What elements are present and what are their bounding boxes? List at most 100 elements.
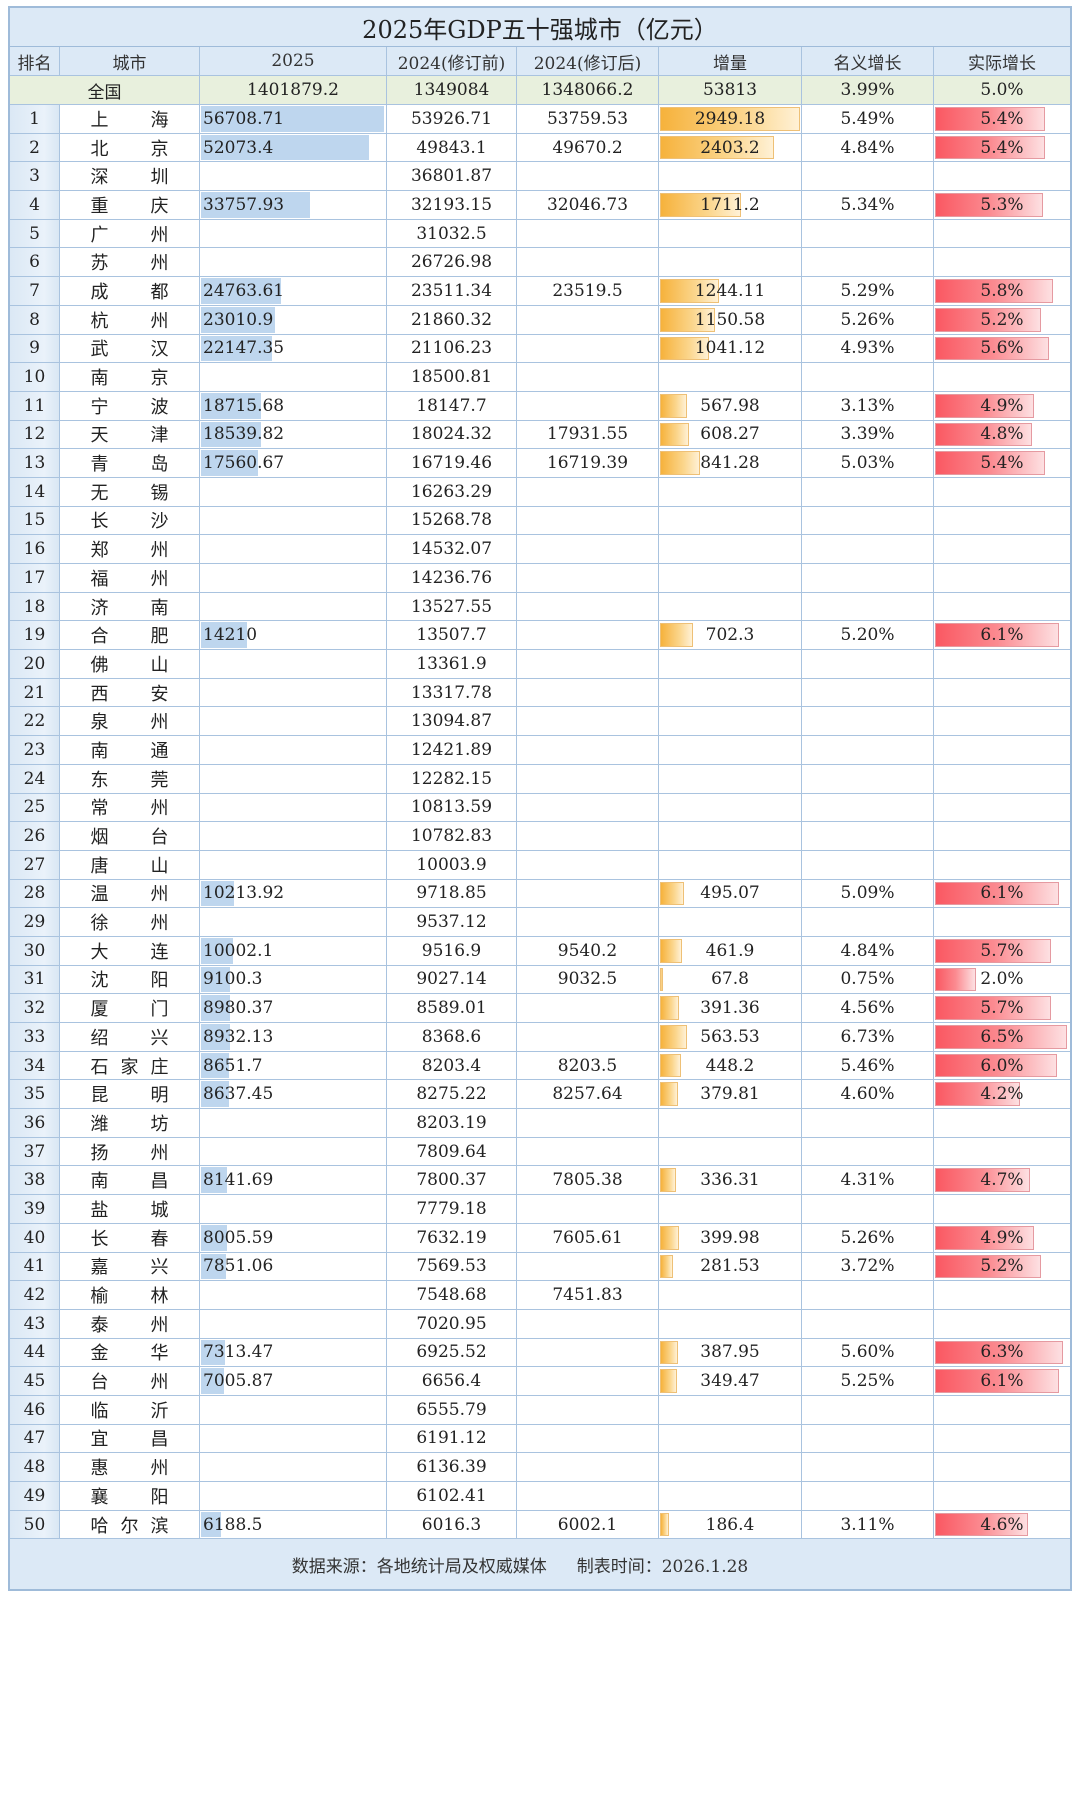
city-char: 榆 — [90, 1286, 109, 1308]
gdp-2025-cell — [200, 1453, 387, 1481]
table-row: 5 广州 31032.5 — [10, 219, 1070, 249]
rank-cell: 28 — [10, 879, 60, 908]
real-growth-cell — [934, 679, 1070, 707]
real-growth-databar — [935, 1225, 1035, 1250]
gdp-2025-cell — [200, 506, 387, 535]
real-growth-cell — [934, 363, 1070, 391]
rank-cell: 24 — [10, 764, 60, 793]
gdp-2025-cell: 10002.1 — [200, 936, 387, 965]
national-increase: 53813 — [659, 76, 802, 104]
gdp-2025-cell: 18539.82 — [200, 420, 387, 449]
gdp-2024-pre-cell: 6191.12 — [387, 1424, 517, 1453]
city-char: 肥 — [150, 626, 169, 648]
rank-value: 12 — [23, 424, 46, 445]
gdp-2024-pre-cell: 13527.55 — [387, 592, 517, 621]
table-row: 24 东莞 12282.15 — [10, 764, 1070, 794]
city-cell: 惠州 — [60, 1453, 200, 1481]
nominal-growth-cell — [802, 506, 934, 535]
increase-cell — [659, 506, 802, 535]
real-growth-cell — [934, 1310, 1070, 1338]
gdp-2024-pre-value: 7548.68 — [416, 1285, 487, 1306]
city-name: 潍坊 — [91, 1110, 169, 1136]
increase-value: 608.27 — [700, 424, 760, 445]
gdp-2024-post-cell — [517, 707, 659, 736]
gdp-2024-post-cell: 53759.53 — [517, 105, 659, 133]
city-cell: 长沙 — [60, 506, 200, 535]
gdp-2024-pre-value: 21106.23 — [410, 338, 493, 359]
increase-databar — [660, 422, 689, 447]
gdp-2024-pre-cell: 26726.98 — [387, 248, 517, 277]
increase-value: 336.31 — [700, 1170, 760, 1191]
city-cell: 青岛 — [60, 449, 200, 477]
increase-cell — [659, 650, 802, 678]
gdp-2024-pre-value: 13094.87 — [410, 711, 493, 732]
gdp-2025-cell — [200, 850, 387, 879]
gdp-2025-cell — [200, 162, 387, 191]
city-name: 杭州 — [91, 307, 169, 333]
city-cell: 台州 — [60, 1367, 200, 1395]
city-char: 海 — [150, 109, 169, 131]
nominal-growth-cell — [802, 1137, 934, 1166]
city-cell: 榆林 — [60, 1281, 200, 1309]
gdp-2025-value: 17560.67 — [203, 453, 285, 474]
increase-value: 186.4 — [705, 1514, 755, 1535]
rank-cell: 3 — [10, 162, 60, 191]
gdp-2025-cell — [200, 707, 387, 736]
city-char: 石 — [90, 1056, 109, 1078]
increase-cell: 399.98 — [659, 1223, 802, 1252]
gdp-2025-cell: 7313.47 — [200, 1338, 387, 1367]
city-cell: 烟台 — [60, 822, 200, 850]
gdp-2024-pre-cell: 18024.32 — [387, 420, 517, 449]
header-2024-pre: 2024(修订前) — [387, 47, 517, 75]
gdp-2025-value: 7313.47 — [203, 1342, 274, 1363]
city-cell: 温州 — [60, 879, 200, 908]
city-cell: 徐州 — [60, 908, 200, 936]
nominal-growth-cell: 0.75% — [802, 965, 934, 994]
real-growth-cell: 6.0% — [934, 1052, 1070, 1080]
gdp-2025-value: 8141.69 — [203, 1170, 274, 1191]
increase-cell — [659, 764, 802, 793]
rank-value: 38 — [23, 1170, 46, 1191]
nominal-growth-cell: 5.60% — [802, 1338, 934, 1367]
real-growth-cell — [934, 507, 1070, 535]
rank-value: 9 — [29, 338, 40, 359]
gdp-2025-cell: 23010.9 — [200, 305, 387, 334]
gdp-2024-pre-cell: 13094.87 — [387, 707, 517, 736]
gdp-2025-value: 56708.71 — [203, 108, 285, 129]
increase-databar — [660, 107, 800, 131]
nominal-growth-value: 3.13% — [840, 395, 895, 416]
city-char: 滨 — [150, 1515, 169, 1537]
real-growth-cell — [934, 535, 1070, 563]
rank-value: 23 — [23, 739, 46, 760]
rank-value: 26 — [23, 826, 46, 847]
header-nominal-growth: 名义增长 — [802, 47, 934, 75]
real-growth-value: 5.4% — [980, 137, 1024, 158]
city-cell: 哈尔滨 — [60, 1510, 200, 1539]
nominal-growth-value: 3.11% — [840, 1514, 895, 1535]
rank-cell: 21 — [10, 678, 60, 707]
city-char: 通 — [150, 740, 169, 762]
gdp-databar — [201, 622, 247, 649]
rank-cell: 45 — [10, 1367, 60, 1395]
gdp-2024-post-cell — [517, 1424, 659, 1453]
gdp-2024-pre-value: 14236.76 — [410, 567, 493, 588]
city-char: 北 — [90, 138, 109, 160]
gdp-2025-cell — [200, 219, 387, 248]
city-char: 常 — [90, 798, 109, 820]
city-cell: 临沂 — [60, 1395, 200, 1424]
gdp-2025-value: 8932.13 — [203, 1026, 274, 1047]
city-cell: 佛山 — [60, 650, 200, 678]
gdp-2024-pre-value: 21860.32 — [410, 309, 493, 330]
nominal-growth-cell — [802, 793, 934, 822]
city-name: 绍兴 — [91, 1024, 169, 1050]
city-name: 泉州 — [91, 708, 169, 734]
gdp-2024-pre-cell: 18147.7 — [387, 391, 517, 420]
rank-value: 10 — [23, 367, 46, 388]
increase-cell — [659, 1309, 802, 1338]
rank-cell: 50 — [10, 1510, 60, 1539]
city-char: 庆 — [150, 195, 169, 217]
city-char: 昆 — [90, 1085, 109, 1107]
city-char: 苏 — [90, 253, 109, 275]
city-name: 佛山 — [91, 651, 169, 677]
gdp-2024-pre-cell: 23511.34 — [387, 277, 517, 305]
